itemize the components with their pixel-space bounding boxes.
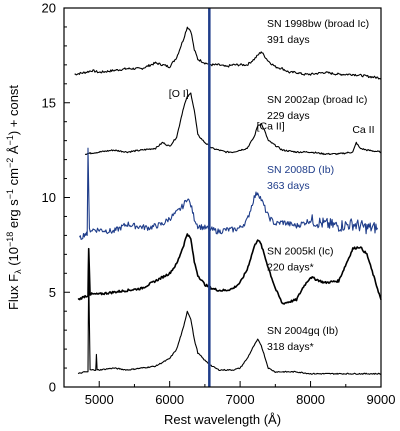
x-tick-label: 9000 [367,392,396,407]
series-labels: SN 1998bw (broad Ic) 391 days SN 2002ap (b… [267,18,369,353]
y-tick-label: 5 [49,285,56,300]
line-id-labels: [O I] [Ca II] Ca II [169,88,375,136]
y-tick-label: 15 [42,95,56,110]
emission-line-label: [Ca II] [257,120,285,132]
spectrum-line [74,26,382,80]
spectrum-line [84,92,382,156]
spectrum-line [79,147,379,240]
y-axis: 0 5 10 15 20 [42,1,70,395]
x-tick-label: 7000 [226,392,255,407]
y-tick-label: 20 [42,1,56,16]
series-days-label: 229 days [267,110,310,122]
x-axis-title: Rest wavelength (Å) [164,412,281,427]
y-tick-label: 0 [49,380,56,395]
x-axis: 5000 6000 7000 8000 9000 [63,381,396,407]
series-days-label: 318 days* [267,341,314,353]
y-tick-label: 10 [42,190,56,205]
emission-line-label: Ca II [352,124,374,136]
series-name-label: SN 2005kl (Ic) [267,245,334,257]
emission-line-label: [O I] [169,88,189,100]
y-axis-title: Flux Fλ (10−18 erg s−1 cm−2 Å−1) + const [5,85,23,310]
spectrum-line [77,233,382,305]
series-name-label: SN 2004gq (Ib) [267,325,338,337]
series-name-label: SN 2008D (Ib) [267,164,334,176]
series-name-label: SN 1998bw (broad Ic) [267,18,369,30]
plot-area [74,8,382,387]
x-tick-label: 8000 [296,392,325,407]
series-name-label: SN 2002ap (broad Ic) [267,94,367,106]
series-days-label: 220 days* [267,261,314,273]
series-days-label: 391 days [267,34,310,46]
x-tick-label: 6000 [155,392,184,407]
spectrum-line [77,274,382,375]
x-tick-label: 5000 [85,392,114,407]
series-days-label: 363 days [267,180,310,192]
